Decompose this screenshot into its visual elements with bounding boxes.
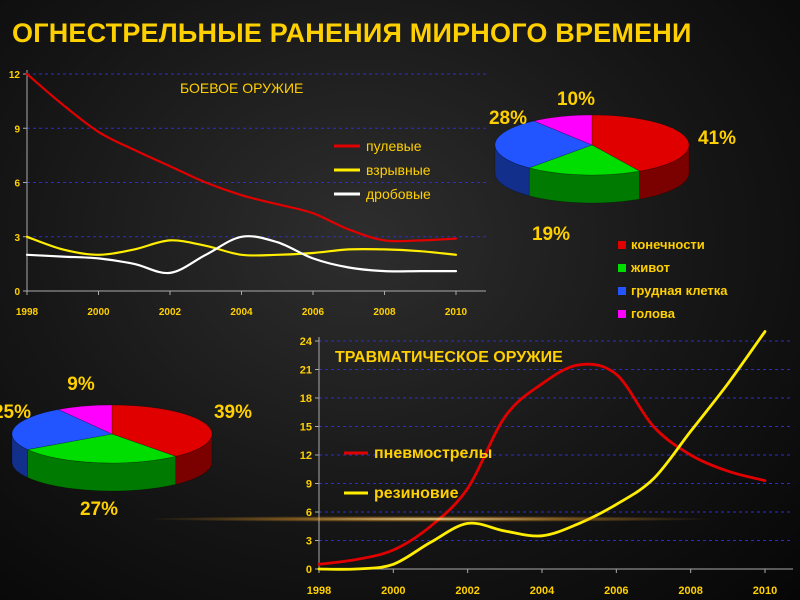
pie-value-label: 19% [532,224,570,245]
series-line-red [317,362,767,566]
legend-label: живот [630,260,670,275]
pie-clip-group: 39% 27% 25% 9% [0,374,252,520]
pie-slice-blue [494,120,593,169]
pie-slice-green [528,144,641,176]
pie-value-label: 9% [67,374,95,395]
pie-side-green [528,167,640,204]
series-line-red [25,72,458,243]
series-line-yellow [25,235,458,257]
y-tick-label: 9 [306,479,312,491]
chart-title: ТРАВМАТИЧЕСКОЕ ОРУЖИЕ [335,349,563,366]
x-tick-label: 2002 [159,307,182,318]
pie-value-label: 25% [0,402,31,423]
legend-label: конечности [631,237,705,252]
legend-label: резиновие [374,485,459,502]
y-tick-label: 0 [306,564,312,576]
legend-label: пулевые [366,138,422,154]
x-tick-label: 2000 [381,585,405,597]
x-tick-label: 1998 [307,585,331,597]
x-tick-label: 2008 [678,585,702,597]
y-tick-label: 18 [300,393,312,405]
pie-slice-red [111,404,213,457]
x-tick-label: 2002 [455,585,479,597]
legend-label: грудная клетка [631,283,728,298]
x-tick-label: 2000 [87,307,110,318]
legend-swatch [618,287,626,295]
legend-swatch [618,241,626,249]
series-line-yellow [317,330,767,571]
x-tick-label: 2006 [604,585,628,597]
x-tick-label: 2010 [445,307,468,318]
pie-value-label: 28% [489,108,527,129]
pie-value-label: 41% [698,128,736,149]
pie-slice-magenta [57,404,113,435]
pie-slice-blue [11,409,113,450]
slide-title: ОГНЕСТРЕЛЬНЫЕ РАНЕНИЯ МИРНОГО ВРЕМЕНИ [12,18,692,48]
pie-slice-magenta [533,114,593,146]
legend-label: взрывные [366,162,431,178]
x-tick-label: 2006 [302,307,325,318]
pie-side-green [27,449,177,492]
chart-combat-pie: 41% 19% 28% 10% конечности живот грудная клетк… [489,89,736,321]
chart-traumatic-pie: 39% 27% 25% 9% [0,374,252,520]
series-line-white [25,235,458,275]
pie-slice-green [26,433,177,464]
y-tick-label: 3 [14,233,20,244]
y-tick-label: 3 [306,536,312,548]
y-tick-label: 9 [14,124,20,135]
y-tick-label: 24 [300,336,313,348]
pie-slice-red [591,114,690,172]
y-tick-label: 12 [300,450,312,462]
pie-value-label: 39% [214,402,252,423]
y-tick-label: 0 [14,287,20,298]
y-tick-label: 6 [306,507,312,519]
legend-label: дробовые [366,186,431,202]
pie-value-label: 27% [80,499,118,520]
chart-combat: 0 3 6 9 12 1998 2000 2002 2004 2006 2008 2010 БОЕВОЕ… [9,70,486,318]
chart-title: БОЕВОЕ ОРУЖИЕ [180,80,303,96]
legend-label: голова [631,306,676,321]
pie-value-label: 10% [557,89,595,110]
legend-label: пневмострелы [374,445,492,462]
x-tick-label: 2008 [373,307,396,318]
legend-swatch [618,264,626,272]
y-tick-label: 21 [300,365,312,377]
y-tick-label: 6 [14,179,20,190]
x-tick-label: 2004 [230,307,253,318]
legend-swatch [618,310,626,318]
light-streak [150,516,710,522]
x-tick-label: 2004 [530,585,555,597]
chart-traumatic: 0 3 6 9 12 15 18 21 24 1998 2000 2002 2004 2006 2008 20… [300,330,793,597]
x-tick-label: 1998 [16,307,39,318]
x-tick-label: 2010 [753,585,777,597]
y-tick-label: 15 [300,422,312,434]
y-tick-label: 12 [9,70,21,81]
